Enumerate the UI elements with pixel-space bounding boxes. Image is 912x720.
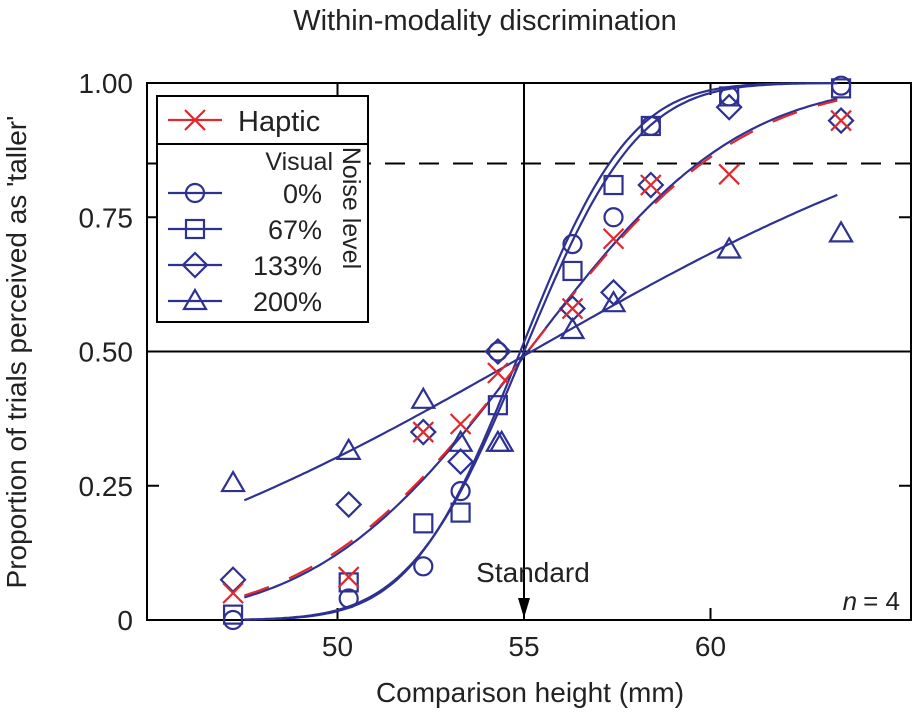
y-tick-label: 0	[117, 605, 133, 636]
data-point-200pct	[220, 469, 246, 493]
legend-label: 0%	[283, 179, 322, 209]
n-label: n	[843, 586, 857, 616]
legend: Haptic Visual Noise level 0% 67% 133% 200%	[156, 95, 369, 323]
data-point-67pct	[640, 115, 661, 137]
legend-marker-triangle	[182, 287, 208, 311]
fit-curve-67pct	[244, 82, 838, 621]
x-tick-label: 55	[508, 631, 539, 662]
fit-curve-haptic	[243, 99, 838, 597]
data-point-67pct	[413, 513, 434, 534]
y-axis-label: Proportion of trials perceived as 'talle…	[1, 116, 32, 589]
data-point-haptic	[602, 227, 625, 250]
data-point-133pct	[637, 171, 665, 199]
y-tick-label: 1.00	[79, 68, 134, 99]
data-point-haptic	[640, 174, 662, 196]
n-annotation: n = 4	[843, 586, 900, 616]
standard-label: Standard	[476, 557, 590, 588]
data-point-200pct	[559, 316, 586, 340]
data-point-67pct	[450, 502, 471, 523]
x-tick-label: 50	[322, 631, 353, 662]
legend-label-haptic: Haptic	[238, 106, 320, 138]
data-point-0pct	[338, 588, 359, 609]
data-point-200pct	[335, 437, 362, 460]
legend-label: 200%	[253, 287, 322, 317]
data-point-0pct	[487, 341, 508, 362]
legend-label: 67%	[268, 215, 322, 245]
data-point-133pct	[715, 93, 743, 121]
legend-side-label: Noise level	[337, 147, 365, 269]
data-point-200pct	[716, 236, 743, 259]
data-point-0pct	[562, 234, 583, 255]
fit-curve-200pct	[243, 193, 838, 502]
legend-marker-haptic	[184, 109, 206, 131]
data-point-133pct	[599, 278, 628, 306]
data-point-67pct	[562, 260, 583, 282]
data-point-67pct	[830, 78, 852, 99]
data-point-67pct	[603, 174, 624, 196]
data-point-200pct	[600, 289, 627, 313]
data-point-haptic	[561, 297, 584, 320]
x-tick-label: 60	[695, 631, 726, 662]
data-point-haptic	[487, 362, 509, 384]
data-point-haptic	[337, 566, 360, 588]
y-tick-label: 0.50	[79, 337, 134, 368]
data-point-haptic	[222, 582, 244, 604]
legend-marker-circle	[184, 182, 206, 204]
data-point-133pct	[335, 490, 363, 519]
legend-label: 133%	[253, 251, 322, 281]
data-point-200pct	[488, 429, 515, 452]
chart-title: Within-modality discrimination	[293, 5, 677, 37]
data-point-67pct	[487, 395, 508, 416]
data-point-200pct	[828, 220, 854, 243]
legend-marker-diamond	[181, 251, 209, 279]
data-point-133pct	[409, 418, 437, 446]
data-point-haptic	[830, 109, 852, 132]
y-tick-label: 0.25	[79, 471, 134, 502]
x-axis-label: Comparison height (mm)	[376, 677, 684, 708]
data-point-0pct	[450, 481, 471, 502]
plot-area: 50 55 60 0 0.25 0.50 0.75 1.00	[79, 68, 912, 662]
legend-group-header: Visual	[265, 148, 333, 176]
data-point-200pct	[410, 386, 437, 409]
n-value: = 4	[863, 586, 900, 616]
data-point-133pct	[219, 566, 247, 594]
data-point-haptic	[449, 413, 472, 435]
data-point-133pct	[484, 337, 512, 366]
legend-marker-square	[184, 218, 206, 240]
data-point-67pct	[719, 86, 740, 107]
data-point-0pct	[413, 556, 434, 577]
data-point-0pct	[603, 207, 624, 228]
data-point-200pct	[447, 429, 474, 452]
data-point-67pct	[338, 572, 359, 593]
data-point-200pct	[484, 429, 511, 452]
data-point-haptic	[718, 163, 740, 186]
data-point-133pct	[827, 107, 855, 135]
y-tick-label: 0.75	[79, 202, 134, 233]
data-point-133pct	[447, 448, 475, 476]
data-point-haptic	[412, 421, 435, 443]
data-point-67pct	[222, 604, 244, 625]
legend-box	[156, 95, 369, 323]
